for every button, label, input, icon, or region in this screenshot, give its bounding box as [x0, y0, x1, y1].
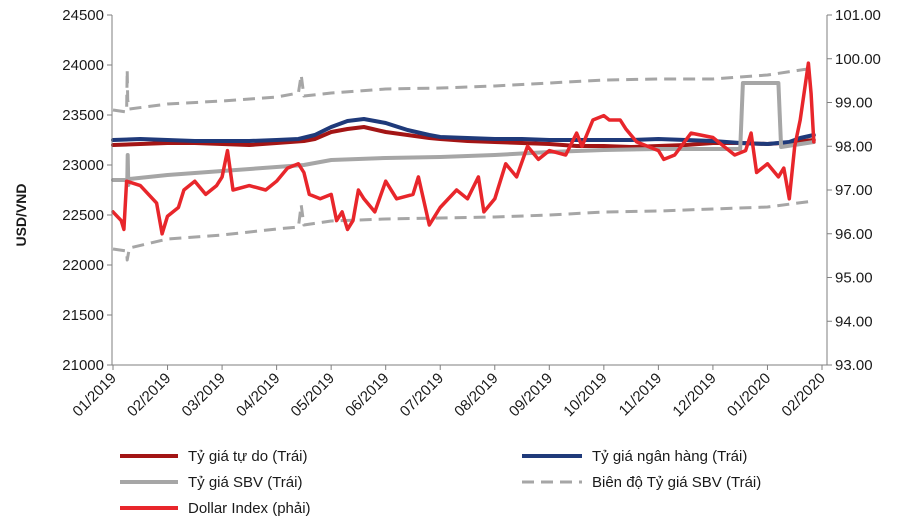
x-tick-label: 09/2019 [506, 370, 556, 420]
left-tick-label: 22000 [62, 257, 104, 274]
left-tick-label: 21000 [62, 357, 104, 374]
x-tick-label: 04/2019 [233, 370, 283, 420]
legend-label-sbv-band: Biên độ Tỷ giá SBV (Trái) [592, 474, 761, 491]
right-tick-label: 97.00 [835, 182, 873, 199]
y-axis-title: USD/VND [13, 183, 29, 246]
series-free-rate [111, 125, 816, 149]
right-tick-label: 98.00 [835, 138, 873, 155]
left-tick-label: 24500 [62, 7, 104, 24]
right-tick-label: 101.00 [835, 7, 881, 24]
x-tick-label: 03/2019 [179, 370, 229, 420]
series-sbv-band-upper [112, 66, 815, 114]
right-tick-label: 96.00 [835, 226, 873, 243]
left-axis-ticks: 21000 21500 22000 22500 23000 23500 24000 24500 [62, 7, 112, 374]
right-tick-label: 94.00 [835, 313, 873, 330]
left-tick-label: 21500 [62, 307, 104, 324]
x-tick-label: 12/2019 [669, 370, 719, 420]
left-tick-label: 23500 [62, 107, 104, 124]
x-tick-label: 01/2019 [69, 370, 119, 420]
x-axis-ticks: 01/2019 02/2019 03/2019 04/2019 05/2019 06/20… [69, 365, 829, 420]
series-bank-rate [111, 117, 816, 146]
series-lines [111, 61, 816, 262]
x-tick-label: 11/2019 [616, 370, 666, 420]
x-tick-label: 08/2019 [451, 370, 501, 420]
x-tick-label: 10/2019 [560, 370, 610, 420]
legend-label-sbv-rate: Tỷ giá SBV (Trái) [188, 474, 302, 491]
legend-label-bank-rate: Tỷ giá ngân hàng (Trái) [592, 448, 747, 465]
right-tick-label: 99.00 [835, 95, 873, 112]
right-tick-label: 93.00 [835, 357, 873, 374]
legend: Tỷ giá tự do (Trái) Tỷ giá ngân hàng (Tr… [120, 448, 761, 517]
right-tick-label: 95.00 [835, 270, 873, 287]
x-tick-label: 06/2019 [342, 370, 392, 420]
x-tick-label: 07/2019 [397, 370, 447, 420]
x-tick-label: 02/2020 [778, 370, 828, 420]
legend-label-dollar-index: Dollar Index (phải) [188, 500, 311, 517]
left-tick-label: 24000 [62, 57, 104, 74]
right-tick-label: 100.00 [835, 51, 881, 68]
series-sbv-rate [111, 81, 816, 187]
x-tick-label: 05/2019 [288, 370, 338, 420]
left-tick-label: 22500 [62, 207, 104, 224]
x-tick-label: 02/2019 [124, 370, 174, 420]
left-tick-label: 23000 [62, 157, 104, 174]
right-axis-ticks: 93.00 94.00 95.00 96.00 97.00 98.00 99.00 100.0… [827, 7, 881, 374]
legend-label-free-rate: Tỷ giá tự do (Trái) [188, 448, 308, 465]
series-dollar-index [111, 61, 816, 236]
x-tick-label: 01/2020 [724, 370, 774, 420]
axes [111, 15, 828, 366]
series-sbv-band-lower [112, 199, 814, 262]
